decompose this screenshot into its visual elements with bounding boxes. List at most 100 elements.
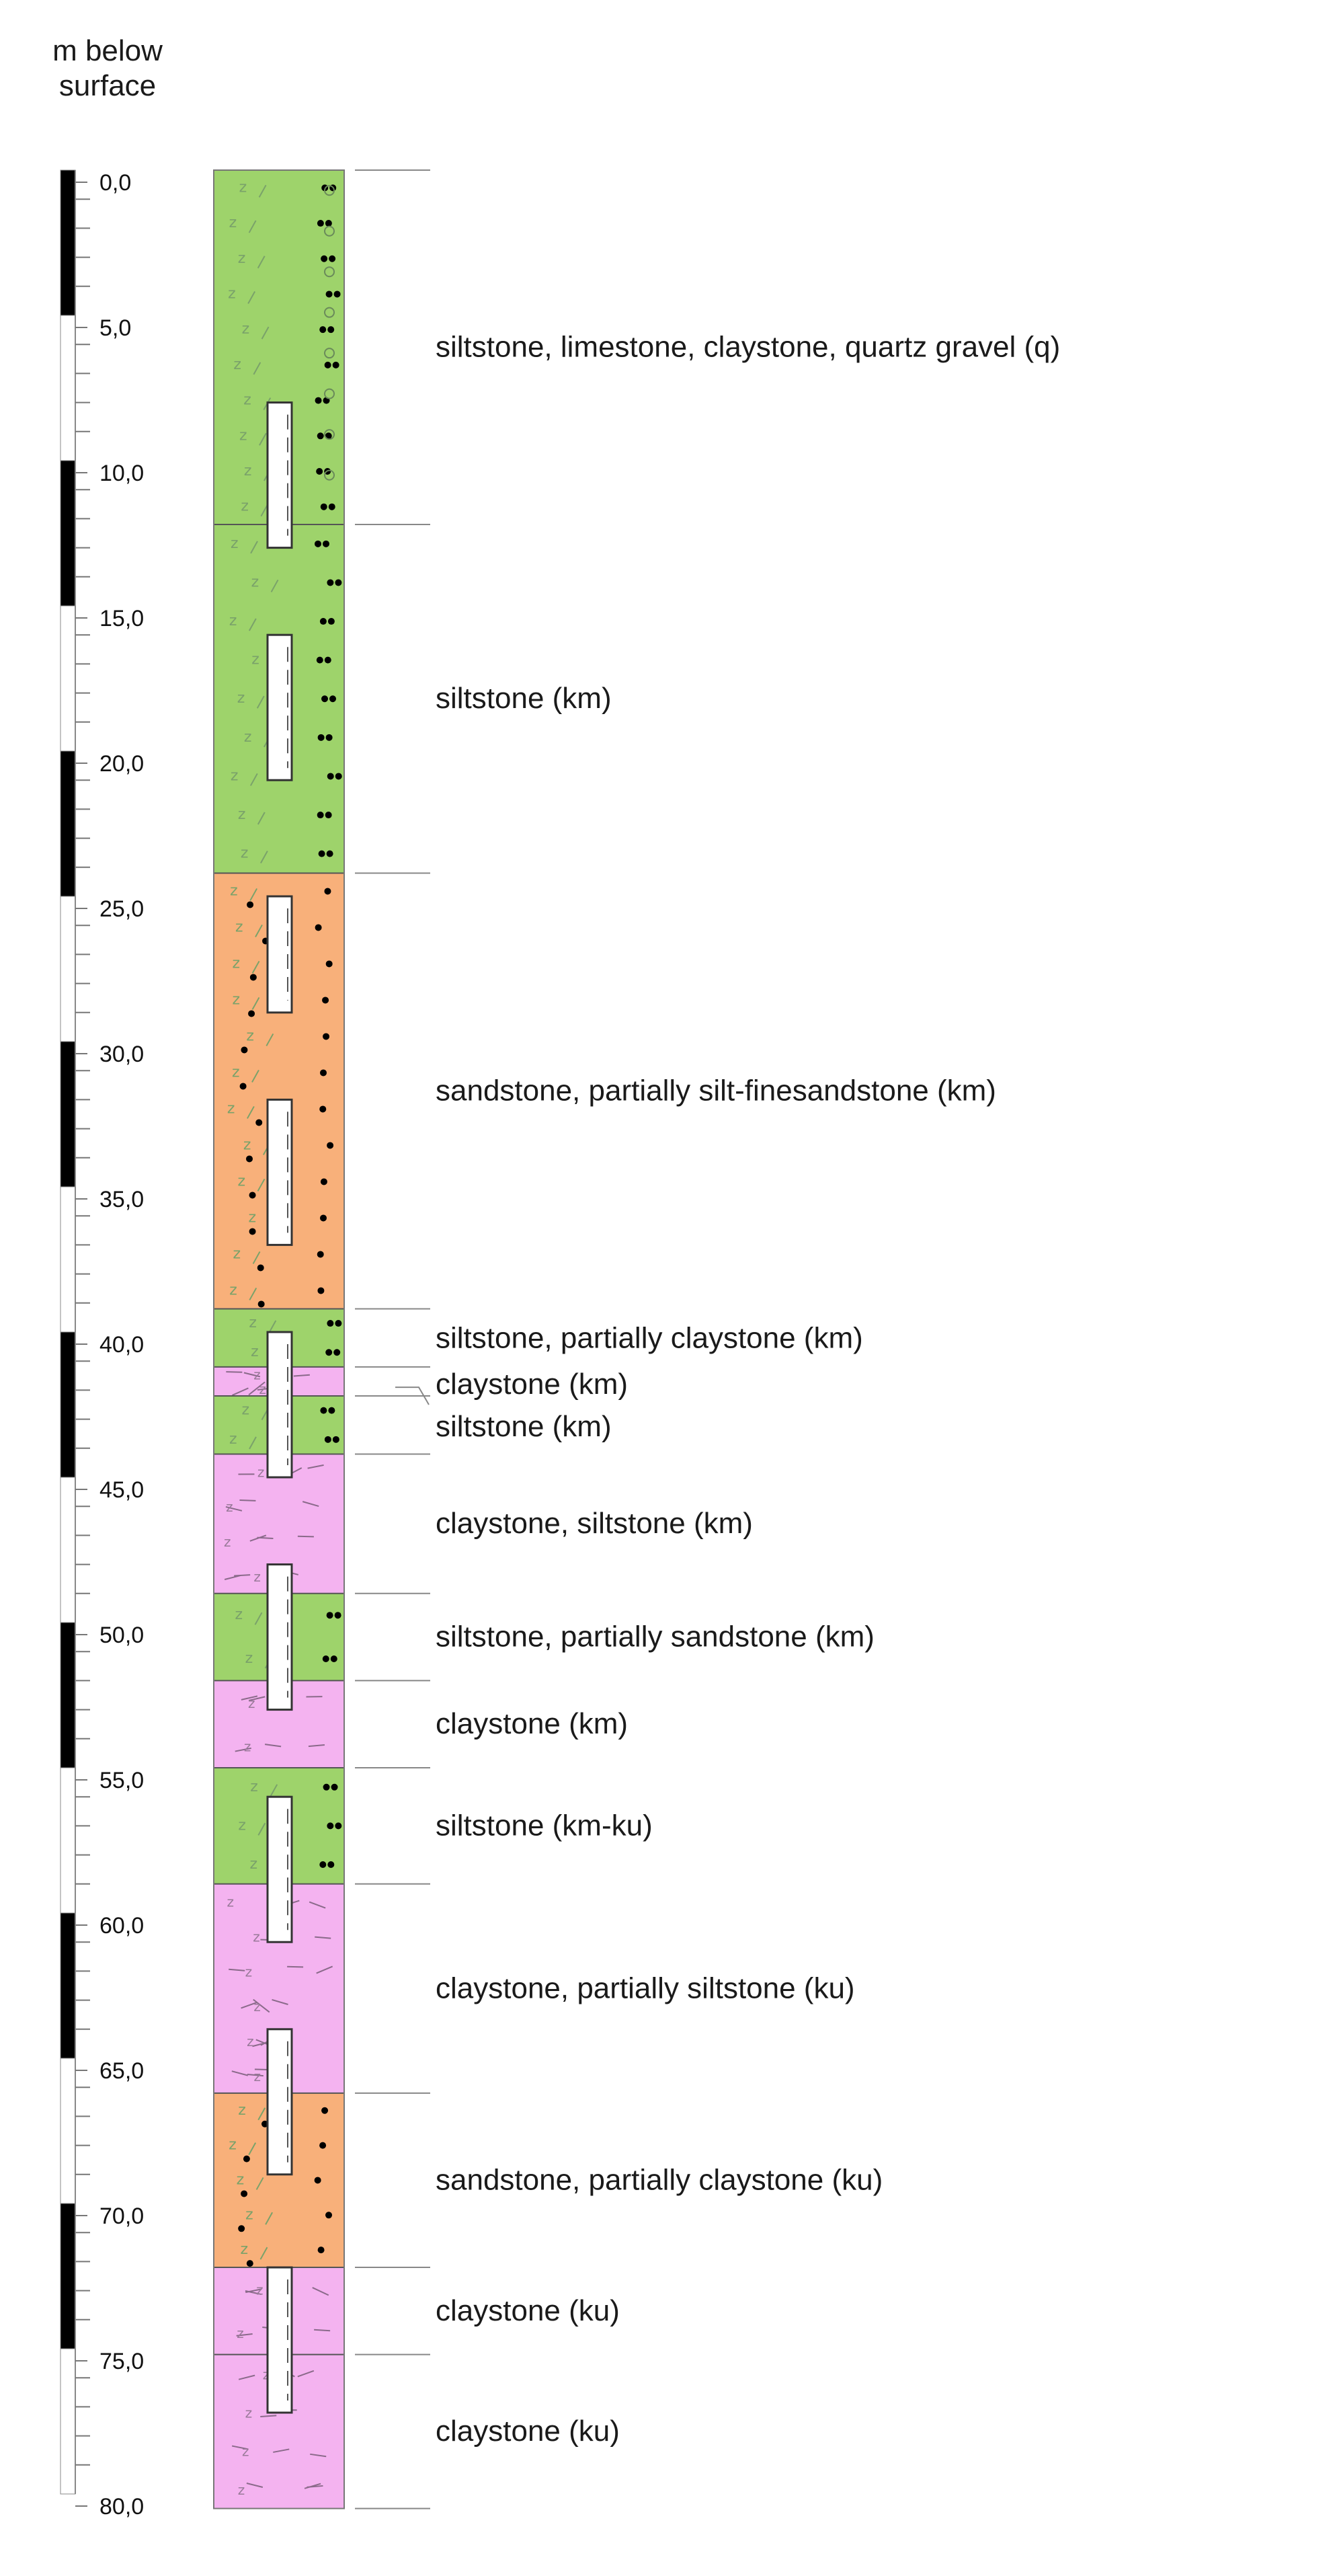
sand-grain (255, 1119, 263, 1126)
silt-dot (315, 397, 322, 404)
silt-dot (323, 1783, 330, 1791)
silt-dot (317, 220, 324, 227)
depth-label: 80,0 (99, 2494, 144, 2520)
silt-z: z (235, 1606, 243, 1623)
silt-slash (251, 960, 260, 974)
silt-slash (248, 220, 257, 233)
scale-segment (60, 2203, 76, 2349)
silt-dot (327, 1861, 335, 1868)
sand-grain (325, 2212, 333, 2219)
silt-z: z (237, 690, 245, 707)
clay-dash (245, 2290, 262, 2296)
sand-grain (249, 974, 257, 981)
silt-z: z (245, 2206, 253, 2223)
silt-dot (318, 850, 325, 857)
axis-title-line2: surface (58, 69, 157, 102)
silt-dot (327, 1822, 334, 1830)
silt-dot (320, 1407, 327, 1414)
sand-grain (314, 2177, 321, 2184)
depth-scale: 0,0 5,0 10,0 15,0 20,0 25,0 30,0 35,0 40,0 45,0 50… (60, 169, 144, 2520)
silt-z: z (232, 991, 240, 1008)
column-outline (213, 169, 345, 2509)
sand-grain (320, 1178, 327, 1185)
sand-grain (324, 888, 331, 895)
clay-z: z (253, 1569, 261, 1585)
clay-dash (232, 1387, 249, 1396)
clay-dash (231, 2070, 249, 2076)
scale-segment (60, 2058, 76, 2204)
silt-z: z (233, 1245, 241, 1262)
silt-dot (324, 1436, 331, 1443)
depth-label: 75,0 (99, 2349, 144, 2374)
gravel-symbol (324, 307, 335, 318)
silt-slash (249, 1287, 257, 1300)
depth-label: 20,0 (99, 751, 144, 777)
silt-z: z (237, 2171, 245, 2188)
silt-z: z (251, 574, 259, 590)
clay-dash (238, 2374, 255, 2380)
lithology-symbols: zzzzzzzzzzzzzzzzzzzzzzzzzzzzzzzzzzzzzzzz… (224, 179, 342, 2498)
silt-slash (257, 2107, 266, 2121)
silt-z: z (245, 1650, 253, 1667)
silt-slash (270, 579, 279, 592)
silt-dot (322, 1655, 329, 1662)
clay-dash (310, 2453, 327, 2458)
silt-slash (249, 888, 258, 901)
silt-dot (317, 432, 324, 440)
clay-dash (235, 1747, 251, 1752)
layer-label-13: claystone (ku) (436, 2415, 620, 2448)
silt-dot (327, 773, 334, 780)
layer-label-7: siltstone, partially sandstone (km) (436, 1621, 875, 1653)
scale-segment (60, 605, 76, 752)
scale-segment (60, 896, 76, 1042)
silt-dot (324, 656, 331, 664)
silt-z: z (235, 919, 243, 935)
depth-label: 10,0 (99, 461, 144, 486)
depth-label: 5,0 (99, 315, 131, 341)
layer-label-5: siltstone (km) (436, 1410, 612, 1443)
layer-label-10: claystone, partially siltstone (ku) (436, 1972, 855, 2004)
silt-dot (326, 1612, 333, 1619)
clay-dash (253, 1998, 270, 2013)
silt-dot (325, 1349, 333, 1356)
scale-segment (60, 1041, 76, 1187)
scale-segment (60, 1477, 76, 1623)
layer-label-1: siltstone (km) (436, 682, 612, 715)
silt-z: z (244, 729, 252, 746)
silt-slash (252, 1251, 261, 1264)
gravel-symbol (324, 469, 335, 481)
clay-dash (272, 1998, 288, 2005)
silt-slash (253, 362, 261, 375)
silt-dot (325, 734, 333, 741)
silt-dot (321, 255, 328, 262)
clay-z: z (257, 1464, 265, 1480)
silt-slash (266, 1033, 274, 1046)
silt-slash (257, 1822, 266, 1836)
silt-dot (327, 1320, 334, 1327)
depth-label: 35,0 (99, 1187, 144, 1212)
silt-z: z (227, 1100, 235, 1117)
sand-grain (320, 1214, 327, 1222)
clay-z: z (253, 1929, 260, 1945)
silt-z: z (241, 1402, 249, 1419)
layer-label-8: claystone (km) (436, 1707, 628, 1740)
clay-dash (309, 1901, 326, 1909)
silt-slash (268, 1320, 277, 1333)
silt-z: z (239, 179, 247, 196)
silt-slash (260, 851, 268, 864)
clay-dash (248, 1381, 266, 1396)
silt-slash (255, 924, 263, 937)
silt-z: z (229, 1431, 237, 1448)
silt-z: z (249, 1856, 257, 1873)
silt-z: z (244, 463, 252, 479)
sand-grain (245, 1155, 253, 1163)
silt-dot (333, 1349, 341, 1356)
silt-dot (334, 1612, 341, 1619)
scale-segment (60, 1331, 76, 1478)
sand-grain (248, 1010, 255, 1017)
clay-dash (293, 1374, 310, 1377)
clay-dash (316, 1965, 333, 1974)
silt-dot (315, 540, 322, 547)
clay-dash (236, 2333, 253, 2337)
